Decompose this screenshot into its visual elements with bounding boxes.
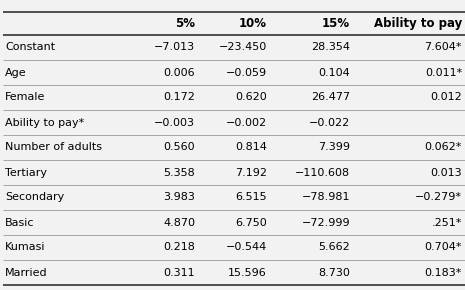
Text: −0.059: −0.059 xyxy=(226,68,267,77)
Text: −23.450: −23.450 xyxy=(219,43,267,52)
Text: Basic: Basic xyxy=(5,218,34,227)
Text: 8.730: 8.730 xyxy=(318,267,350,278)
Text: 6.515: 6.515 xyxy=(235,193,267,202)
Text: 0.006: 0.006 xyxy=(163,68,195,77)
Text: −110.608: −110.608 xyxy=(295,168,350,177)
Text: Tertiary: Tertiary xyxy=(5,168,47,177)
Text: 0.012: 0.012 xyxy=(430,93,462,102)
Text: −0.022: −0.022 xyxy=(309,117,350,128)
Text: 0.183*: 0.183* xyxy=(425,267,462,278)
Text: 0.013: 0.013 xyxy=(431,168,462,177)
Text: Secondary: Secondary xyxy=(5,193,64,202)
Text: −78.981: −78.981 xyxy=(301,193,350,202)
Text: 0.104: 0.104 xyxy=(318,68,350,77)
Text: Constant: Constant xyxy=(5,43,55,52)
Text: Age: Age xyxy=(5,68,27,77)
Text: 5.662: 5.662 xyxy=(318,242,350,253)
Text: 28.354: 28.354 xyxy=(311,43,350,52)
Text: .251*: .251* xyxy=(432,218,462,227)
Text: Married: Married xyxy=(5,267,47,278)
Text: 10%: 10% xyxy=(239,17,267,30)
Text: 0.311: 0.311 xyxy=(163,267,195,278)
Text: 0.172: 0.172 xyxy=(163,93,195,102)
Text: 3.983: 3.983 xyxy=(163,193,195,202)
Text: 0.011*: 0.011* xyxy=(425,68,462,77)
Text: 0.620: 0.620 xyxy=(235,93,267,102)
Text: 6.750: 6.750 xyxy=(235,218,267,227)
Text: 5%: 5% xyxy=(175,17,195,30)
Text: 7.192: 7.192 xyxy=(235,168,267,177)
Text: Ability to pay*: Ability to pay* xyxy=(5,117,84,128)
Text: −0.003: −0.003 xyxy=(154,117,195,128)
Text: 5.358: 5.358 xyxy=(163,168,195,177)
Text: −7.013: −7.013 xyxy=(154,43,195,52)
Text: −0.002: −0.002 xyxy=(226,117,267,128)
Text: Ability to pay: Ability to pay xyxy=(374,17,462,30)
Text: 0.560: 0.560 xyxy=(163,142,195,153)
Text: 7.399: 7.399 xyxy=(318,142,350,153)
Text: 15.596: 15.596 xyxy=(228,267,267,278)
Text: Number of adults: Number of adults xyxy=(5,142,102,153)
Text: Kumasi: Kumasi xyxy=(5,242,46,253)
Text: Female: Female xyxy=(5,93,46,102)
Text: 15%: 15% xyxy=(322,17,350,30)
Text: 4.870: 4.870 xyxy=(163,218,195,227)
Text: 0.814: 0.814 xyxy=(235,142,267,153)
Text: 0.704*: 0.704* xyxy=(425,242,462,253)
Text: 7.604*: 7.604* xyxy=(425,43,462,52)
Text: 0.218: 0.218 xyxy=(163,242,195,253)
Text: 0.062*: 0.062* xyxy=(425,142,462,153)
Text: −0.544: −0.544 xyxy=(226,242,267,253)
Text: −72.999: −72.999 xyxy=(301,218,350,227)
Text: −0.279*: −0.279* xyxy=(415,193,462,202)
Text: 26.477: 26.477 xyxy=(311,93,350,102)
